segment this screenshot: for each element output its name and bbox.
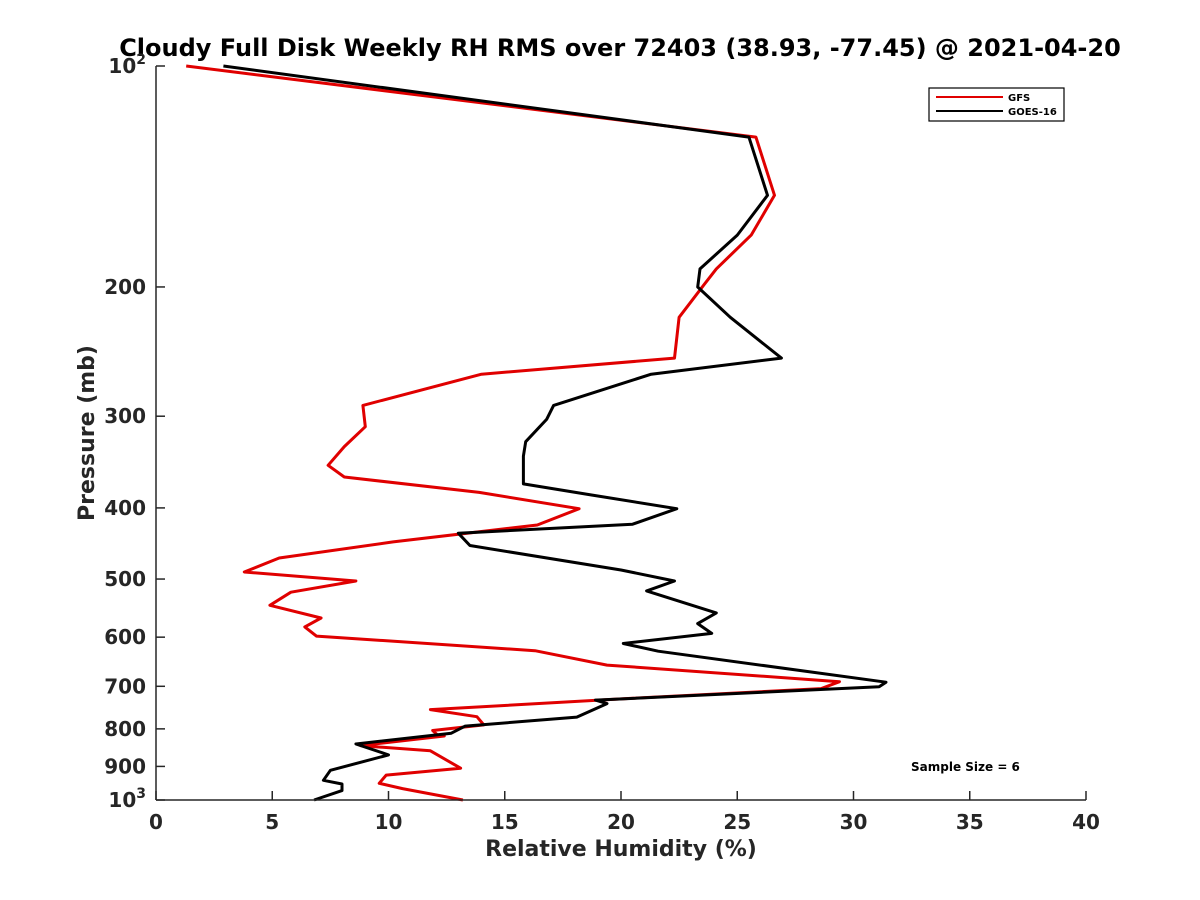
sample-size-annotation: Sample Size = 6 xyxy=(911,760,1020,774)
x-tick-label: 20 xyxy=(607,810,635,834)
legend-label-goes16: GOES-16 xyxy=(1008,107,1057,118)
y-tick-label: 700 xyxy=(104,674,146,698)
x-tick-label: 5 xyxy=(265,810,279,834)
x-tick-label: 35 xyxy=(956,810,984,834)
series-line-gfs xyxy=(186,64,841,802)
y-tick-label: 900 xyxy=(104,754,146,778)
y-tick-label: 200 xyxy=(104,275,146,299)
y-tick-label: 800 xyxy=(104,717,146,741)
y-tick-label: 500 xyxy=(104,567,146,591)
legend: GFS GOES-16 xyxy=(928,87,1065,122)
x-tick-label: 10 xyxy=(375,810,403,834)
axes-background xyxy=(156,66,1086,800)
plot-area: 0 5 10 15 20 25 30 35 40 102 200 300 400 500 600 700 80… xyxy=(104,52,1100,834)
x-tick-label: 40 xyxy=(1072,810,1100,834)
legend-box xyxy=(928,87,1065,122)
y-tick-label: 103 xyxy=(108,786,146,812)
y-axis-ticks: 102 200 300 400 500 600 700 800 900 103 xyxy=(104,52,165,812)
y-tick-label: 300 xyxy=(104,404,146,428)
x-tick-label: 30 xyxy=(840,810,868,834)
y-tick-label: 102 xyxy=(108,52,146,78)
y-tick-label: 600 xyxy=(104,625,146,649)
y-tick-label: 400 xyxy=(104,496,146,520)
x-axis-label: Relative Humidity (%) xyxy=(485,837,757,862)
x-tick-label: 15 xyxy=(491,810,519,834)
x-tick-label: 25 xyxy=(723,810,751,834)
chart-title: Cloudy Full Disk Weekly RH RMS over 7240… xyxy=(119,34,1121,62)
x-tick-label: 0 xyxy=(149,810,163,834)
legend-label-gfs: GFS xyxy=(1008,93,1030,104)
y-axis-label: Pressure (mb) xyxy=(75,345,100,521)
x-axis-ticks: 0 5 10 15 20 25 30 35 40 xyxy=(149,791,1100,834)
series-line-goes16 xyxy=(223,64,888,802)
series-layer xyxy=(186,64,888,802)
